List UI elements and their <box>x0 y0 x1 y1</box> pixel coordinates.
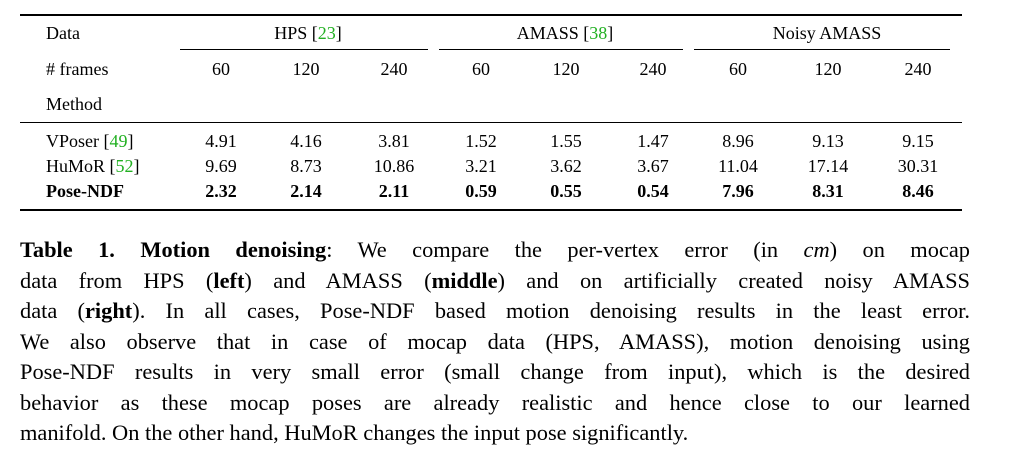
value-cell: 0.54 <box>637 181 669 201</box>
value-cell: 0.59 <box>465 181 497 201</box>
table-mid-rule <box>20 122 962 123</box>
value-cell: 0.55 <box>550 181 582 201</box>
caption-title: Motion denoising <box>140 237 327 262</box>
caption-line-7: manifold. On the other hand, HuMoR chang… <box>20 420 689 445</box>
citation-link[interactable]: 52 <box>115 156 134 176</box>
method-header: Method <box>46 94 102 114</box>
frames-cell: 120 <box>552 59 580 79</box>
value-cell: 11.04 <box>718 156 758 176</box>
table-top-rule <box>20 14 962 16</box>
frames-cell: 60 <box>472 59 490 79</box>
frames-cell: 240 <box>904 59 932 79</box>
caption-line-5: Pose-NDF results in very small error (sm… <box>20 359 970 384</box>
table-bottom-rule <box>20 209 962 211</box>
frames-cell: 240 <box>639 59 667 79</box>
value-cell: 9.15 <box>902 131 934 151</box>
value-cell: 2.11 <box>378 181 410 201</box>
value-cell: 17.14 <box>807 156 849 176</box>
value-cell: 7.96 <box>722 181 754 201</box>
caption-label: Table 1. <box>20 237 115 262</box>
group-header-hps: HPS [23] <box>274 23 342 43</box>
value-cell: 8.96 <box>722 131 754 151</box>
table-caption: Table 1. Motion denoising: We compare th… <box>20 235 970 449</box>
group-header-amass: AMASS [38] <box>516 23 614 43</box>
caption-line-4: We also observe that in case of mocap da… <box>20 328 970 354</box>
frames-cell: 240 <box>380 59 408 79</box>
value-cell: 3.67 <box>637 156 669 176</box>
value-cell: 3.21 <box>465 156 497 176</box>
caption-line-2: data from HPS (left) and AMASS (middle) … <box>20 267 970 293</box>
results-table: Data HPS [23] AMASS [38] Noisy AMASS # f… <box>20 14 962 212</box>
frames-cell: 120 <box>292 59 320 79</box>
caption-line-1: Table 1. Motion denoising: We compare th… <box>20 237 970 262</box>
value-cell: 8.31 <box>812 181 844 201</box>
citation-link[interactable]: 38 <box>589 23 608 43</box>
value-cell: 1.47 <box>637 131 669 151</box>
citation-link[interactable]: 23 <box>317 23 336 43</box>
value-cell: 3.62 <box>550 156 582 176</box>
method-cell: HuMoR [52] <box>46 156 140 176</box>
value-cell: 2.14 <box>290 181 322 201</box>
value-cell: 1.55 <box>550 131 582 151</box>
method-cell: Pose-NDF <box>46 181 124 201</box>
value-cell: 10.86 <box>373 156 415 176</box>
frames-cell: 60 <box>212 59 230 79</box>
frames-header: # frames <box>46 59 109 79</box>
value-cell: 9.13 <box>812 131 844 151</box>
caption-line-6: behavior as these mocap poses are alread… <box>20 389 970 415</box>
value-cell: 9.69 <box>205 156 237 176</box>
method-cell: VPoser [49] <box>46 131 134 151</box>
value-cell: 4.91 <box>205 131 237 151</box>
value-cell: 1.52 <box>465 131 497 151</box>
value-cell: 8.73 <box>290 156 322 176</box>
hps-group-rule <box>180 49 428 50</box>
frames-cell: 60 <box>729 59 747 79</box>
value-cell: 4.16 <box>290 131 322 151</box>
value-cell: 8.46 <box>902 181 934 201</box>
value-cell: 3.81 <box>378 131 410 151</box>
noisy-amass-group-rule <box>694 49 950 50</box>
value-cell: 2.32 <box>205 181 237 201</box>
group-header-noisy-amass: Noisy AMASS <box>772 23 882 43</box>
citation-link[interactable]: 49 <box>109 131 128 151</box>
value-cell: 30.31 <box>897 156 939 176</box>
amass-group-rule <box>439 49 683 50</box>
data-header: Data <box>46 23 80 43</box>
caption-line-3: data (right). In all cases, Pose-NDF bas… <box>20 298 970 323</box>
frames-cell: 120 <box>814 59 842 79</box>
